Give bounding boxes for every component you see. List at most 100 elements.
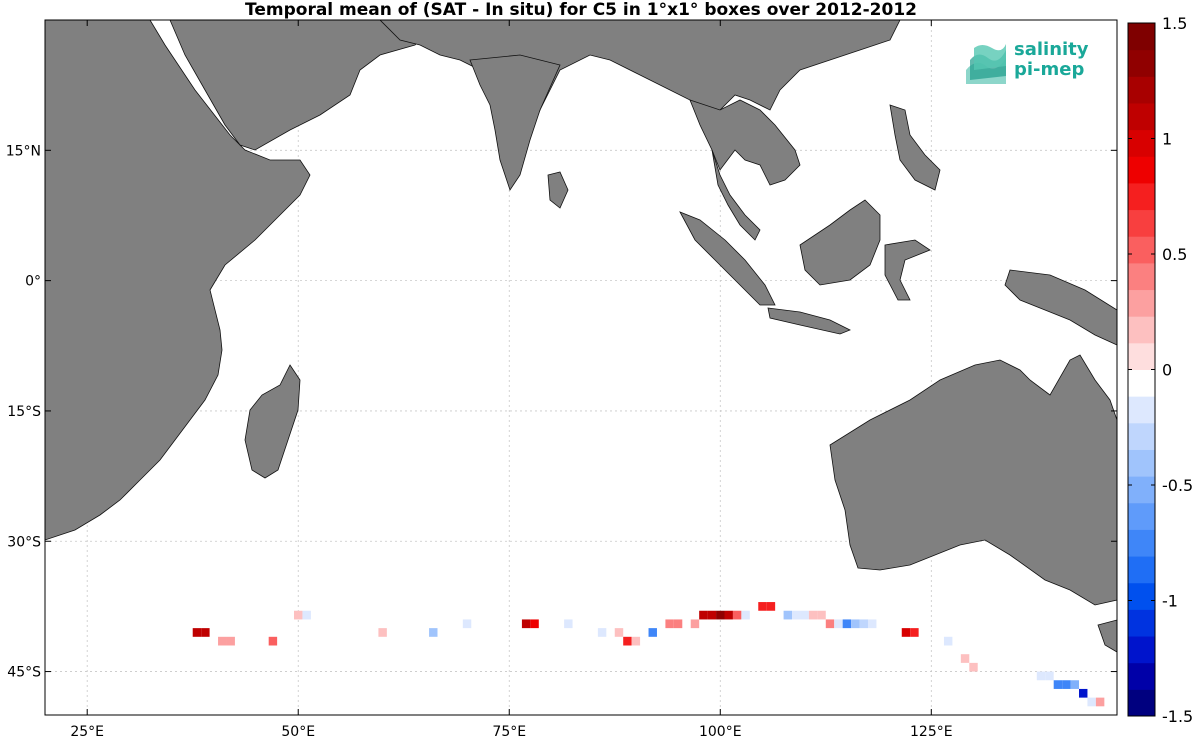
- colorbar-tick-label: 1: [1162, 130, 1172, 149]
- colorbar-segment: [1128, 49, 1155, 77]
- data-cell: [910, 628, 919, 637]
- data-cell: [800, 610, 809, 620]
- y-axis: 15°N 0° 15°S 30°S 45°S: [6, 143, 1117, 681]
- sumatra-land: [679, 211, 776, 306]
- data-cell: [192, 628, 202, 637]
- data-cell: [732, 610, 742, 620]
- colorbar-segment: [1128, 76, 1155, 104]
- data-cell: [268, 636, 278, 646]
- data-cell: [707, 610, 717, 620]
- borneo-land: [799, 199, 881, 286]
- x-tick-label: 25°E: [70, 724, 104, 740]
- data-cell: [1079, 688, 1088, 698]
- data-cell: [766, 602, 776, 611]
- colorbar-tick-label: 1.5: [1162, 14, 1187, 33]
- y-tick-label: 30°S: [7, 534, 41, 550]
- colorbar-segment: [1128, 529, 1155, 557]
- logo-text-line2: pi-mep: [1014, 59, 1085, 80]
- colorbar-segment: [1128, 636, 1155, 664]
- data-cell: [623, 636, 632, 646]
- philippines-land: [889, 104, 941, 191]
- data-cell: [1062, 680, 1071, 689]
- data-cell: [226, 636, 235, 646]
- data-cell: [901, 628, 911, 637]
- colorbar-tick-label: 0.5: [1162, 245, 1187, 264]
- logo-text-line1: salinity: [1014, 39, 1089, 60]
- data-cell: [1095, 697, 1105, 707]
- colorbar-segment: [1128, 396, 1155, 424]
- data-cell: [842, 619, 852, 629]
- data-cell: [547, 619, 556, 629]
- colorbar-segment: [1128, 449, 1155, 477]
- data-cell: [834, 619, 843, 629]
- data-cell: [690, 619, 700, 629]
- data-cell: [817, 610, 826, 620]
- sulawesi-land: [884, 239, 931, 301]
- data-cell: [1070, 680, 1080, 689]
- colorbar-tick-label: -1.5: [1162, 707, 1193, 726]
- data-cell: [969, 662, 978, 672]
- data-cell: [952, 645, 961, 655]
- data-cell: [1045, 671, 1054, 681]
- colorbar-tick-label: -1: [1162, 592, 1178, 611]
- y-tick-label: 15°S: [7, 404, 41, 420]
- colorbar-segment: [1128, 342, 1155, 370]
- salinity-pi-mep-logo: salinity pi-mep: [964, 38, 1104, 88]
- colorbar-segment: [1128, 662, 1155, 690]
- colorbar-segment: [1128, 582, 1155, 610]
- data-cell: [825, 619, 835, 629]
- axis-frame: [44, 19, 1118, 716]
- data-cells: [192, 602, 1105, 707]
- data-cell: [218, 636, 227, 646]
- data-cell: [294, 610, 303, 620]
- data-cell: [521, 619, 531, 629]
- x-tick-label: 125°E: [910, 724, 953, 740]
- java-land: [767, 307, 851, 335]
- chart-title: Temporal mean of (SAT - In situ) for C5 …: [245, 0, 917, 20]
- data-cell: [716, 610, 725, 620]
- data-cell: [741, 610, 750, 620]
- data-cell: [783, 610, 793, 620]
- data-cell: [614, 628, 624, 637]
- data-cell: [673, 619, 683, 629]
- colorbar-segment: [1128, 156, 1155, 184]
- srilanka-land: [547, 171, 569, 209]
- data-cell: [302, 610, 311, 620]
- colorbar-segment: [1128, 369, 1155, 397]
- colorbar-segment: [1128, 129, 1155, 157]
- data-cell: [665, 619, 674, 629]
- y-tick-label: 0°: [25, 274, 41, 290]
- data-cell: [867, 619, 877, 629]
- colorbar-segment: [1128, 609, 1155, 637]
- data-cell: [808, 610, 818, 620]
- data-cell: [429, 628, 438, 637]
- colorbar-tick-label: -0.5: [1162, 476, 1193, 495]
- colorbar-segment: [1128, 23, 1155, 51]
- colorbar-segment: [1128, 476, 1155, 504]
- colorbar-segment: [1128, 289, 1155, 317]
- colorbar-segment: [1128, 102, 1155, 131]
- y-tick-label: 45°S: [7, 665, 41, 681]
- data-cell: [201, 628, 210, 637]
- africa-land: [44, 19, 311, 541]
- colorbar-segment: [1128, 262, 1155, 291]
- data-cell: [564, 619, 573, 629]
- india-land: [469, 54, 561, 191]
- colorbar-tick-label: 0: [1162, 361, 1172, 380]
- indochina-land: [689, 99, 801, 186]
- data-cell: [1053, 680, 1063, 689]
- newguinea-land: [1004, 269, 1118, 346]
- data-cell: [648, 628, 657, 637]
- data-cell: [378, 628, 387, 637]
- colorbar: 1.5 1 0.5 0 -0.5 -1 -1.5: [1127, 14, 1193, 726]
- data-cell: [530, 619, 539, 629]
- x-tick-label: 75°E: [492, 724, 526, 740]
- data-cell: [960, 654, 970, 663]
- data-cell: [462, 619, 472, 629]
- data-cell: [1087, 697, 1096, 707]
- x-tick-label: 50°E: [281, 724, 315, 740]
- y-tick-label: 15°N: [6, 143, 41, 159]
- data-cell: [851, 619, 860, 629]
- colorbar-segment: [1128, 236, 1155, 264]
